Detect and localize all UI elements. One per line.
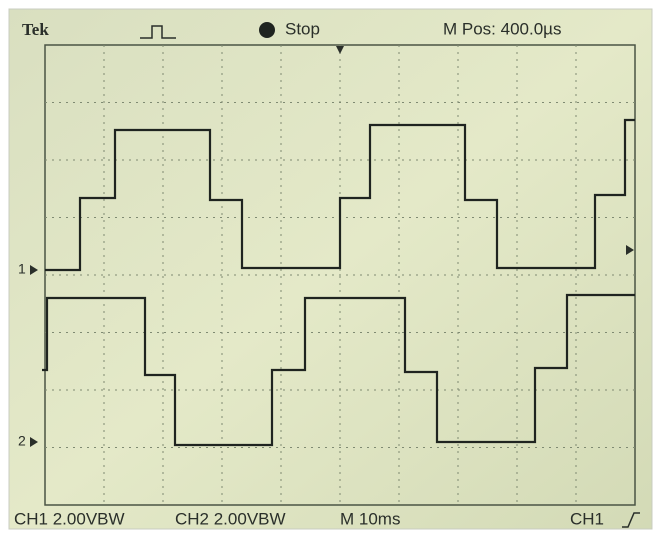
graticule (45, 45, 635, 505)
ch2-arrow (30, 437, 38, 447)
position: M Pos: 400.0µs (443, 19, 561, 38)
acquire-icon (140, 25, 176, 39)
trigger-level (626, 245, 634, 255)
ch1-marker: 1 (18, 261, 26, 277)
trigger-position (336, 46, 344, 54)
ch1-scale: CH1 2.00VBW (14, 509, 125, 528)
ch2-scale: CH2 2.00VBW (175, 509, 286, 528)
trigger-slope (622, 512, 640, 528)
ch2-marker: 2 (18, 433, 26, 449)
timebase: M 10ms (340, 509, 400, 528)
run-indicator (259, 22, 275, 38)
brand: Tek (22, 20, 49, 39)
trigger-source: CH1 (570, 509, 604, 528)
ch1-waveform (45, 118, 635, 272)
ch2-waveform (42, 293, 635, 447)
ch1-arrow (30, 265, 38, 275)
run-status: Stop (285, 19, 320, 38)
